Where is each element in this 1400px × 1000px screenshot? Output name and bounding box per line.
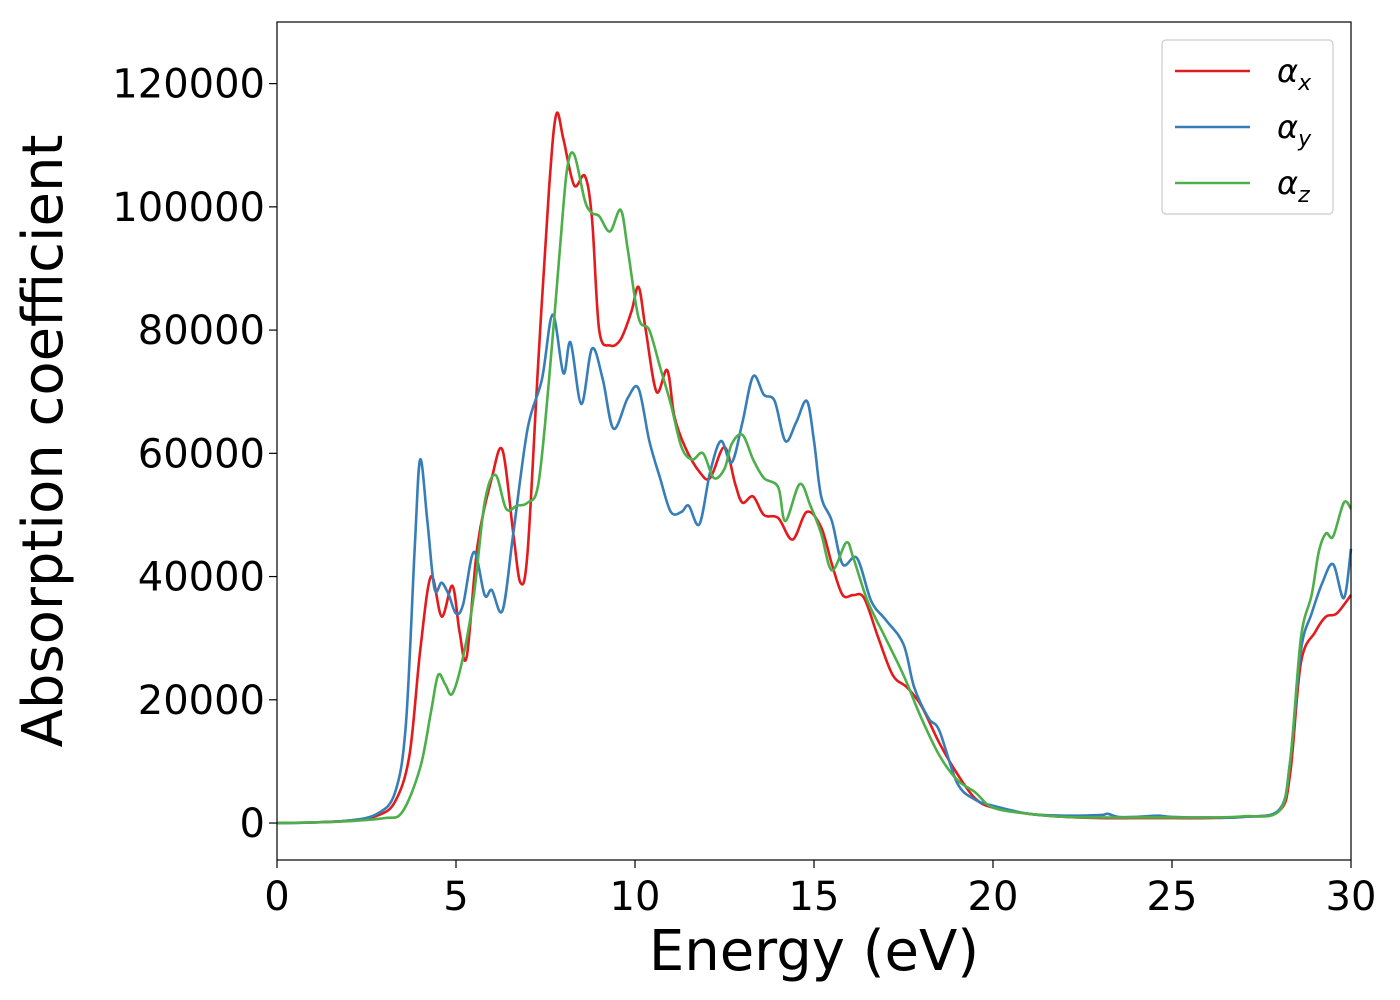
x-tick-label: 20 [968, 874, 1019, 920]
x-tick-label: 5 [443, 874, 468, 920]
x-axis-ticks: 0 5 10 15 20 25 30 [264, 860, 1376, 920]
legend-label-z: αz [1277, 164, 1310, 208]
y-tick-label: 40000 [138, 555, 265, 601]
y-tick-label: 80000 [138, 308, 265, 354]
y-tick-label: 120000 [112, 62, 265, 108]
x-tick-label: 10 [610, 874, 661, 920]
y-tick-label: 60000 [138, 431, 265, 477]
y-tick-label: 0 [240, 801, 265, 847]
y-axis-ticks: 0 20000 40000 60000 80000 100000 120000 [112, 62, 277, 847]
legend: αx αy αz [1161, 39, 1334, 215]
x-tick-label: 30 [1326, 874, 1377, 920]
x-tick-label: 25 [1147, 874, 1198, 920]
y-tick-label: 100000 [112, 185, 265, 231]
x-axis-label: Energy (eV) [649, 919, 979, 984]
legend-label-x: αx [1277, 52, 1312, 96]
series-line-z [276, 151, 1353, 825]
series-layer [276, 111, 1353, 825]
legend-label-y: αy [1277, 108, 1312, 152]
x-tick-label: 15 [789, 874, 840, 920]
y-axis-label: Absorption coefficient [11, 135, 76, 748]
y-tick-label: 20000 [138, 678, 265, 724]
x-tick-label: 0 [264, 874, 289, 920]
